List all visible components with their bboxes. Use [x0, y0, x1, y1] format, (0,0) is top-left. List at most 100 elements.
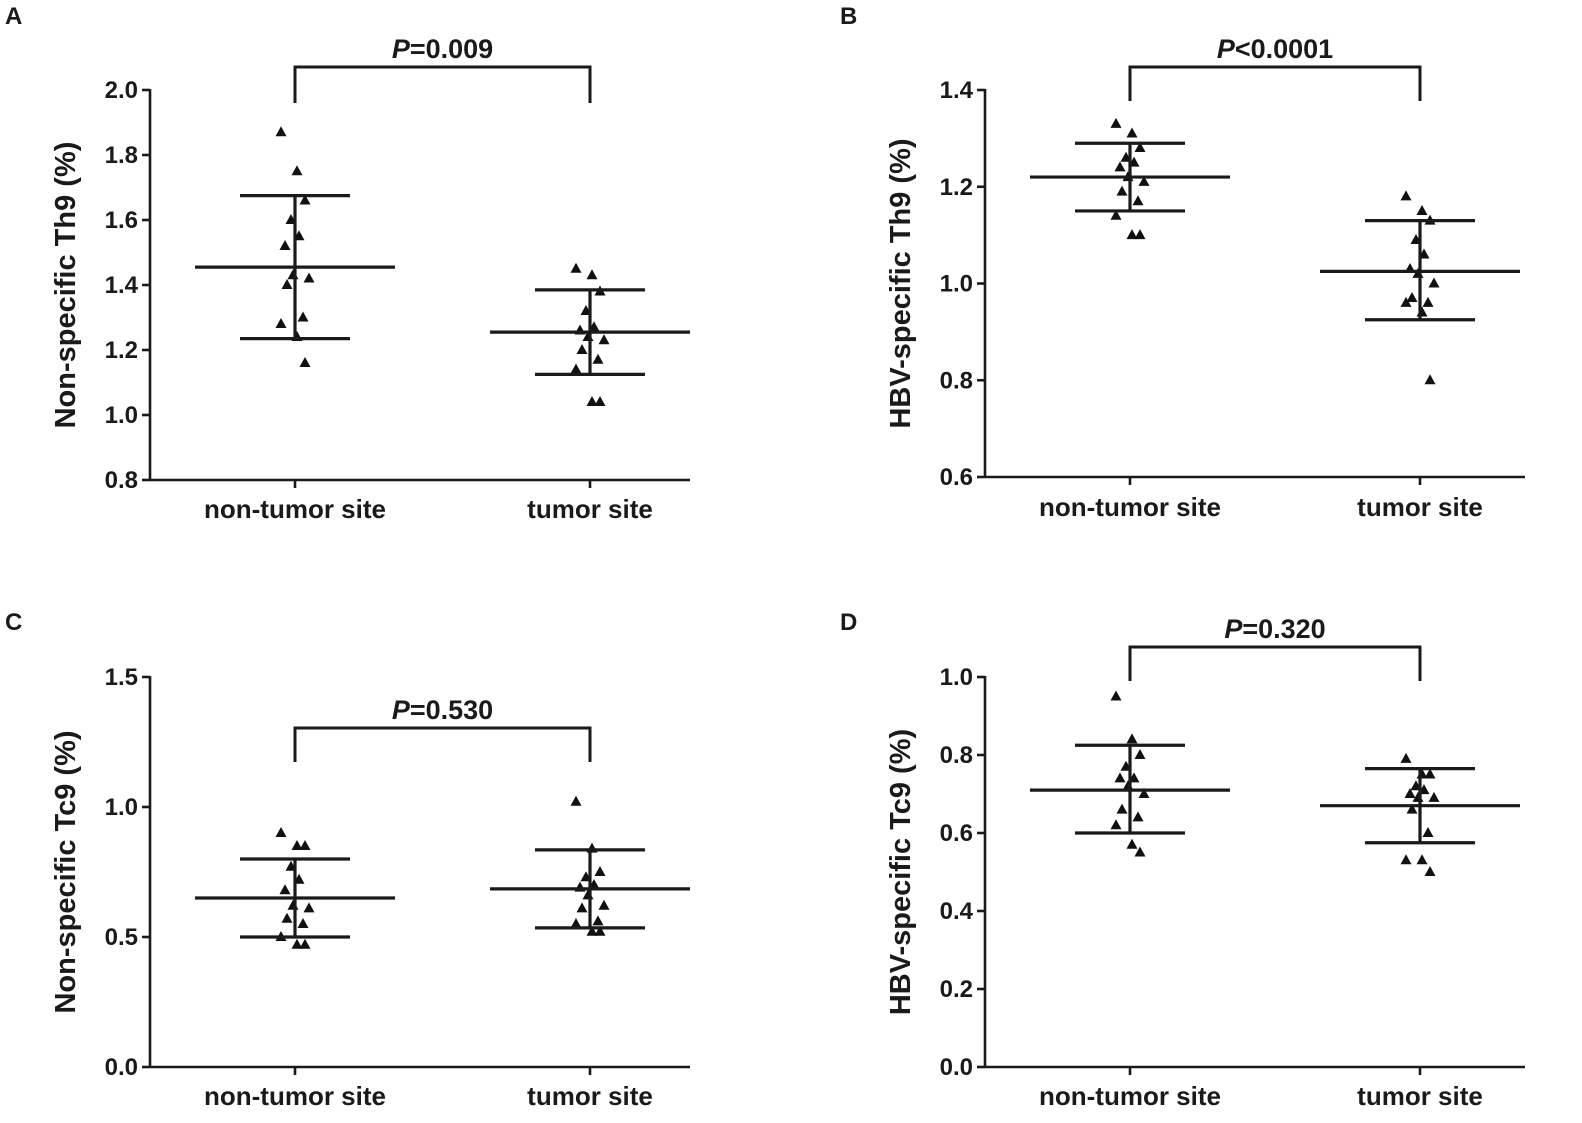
panel-a-x-tick-label-tumor: tumor site	[527, 494, 653, 524]
panel-a-y-tick-label: 1.6	[105, 207, 138, 234]
panel-c-letter: C	[5, 609, 22, 636]
panel-a-non-tumor-point	[303, 272, 315, 283]
panel-c-y-axis-title: Non-specific Tc9 (%)	[50, 730, 82, 1013]
panel-d-non-tumor-point	[1126, 733, 1138, 744]
panel-b-non-tumor-point	[1134, 142, 1146, 153]
panel-b-tumor-point	[1428, 277, 1440, 288]
panel-b-significance-bracket	[1128, 65, 1422, 101]
panel-b-non-tumor-point	[1126, 229, 1138, 240]
panel-d-y-tick-label: 0.0	[940, 1054, 973, 1081]
panel-a-y-tick-label: 1.4	[105, 272, 139, 299]
panel-d: D 0.0 0.2 0.4 0.6 0.8 1.0 non-tumor site tumor …	[840, 609, 1525, 1111]
panel-d-non-tumor-point	[1134, 846, 1146, 857]
panel-b-plot: 0.6 0.8 1.0 1.2 1.4 non-tumor site tumor site H…	[885, 34, 1525, 522]
panel-d-p-value: P=0.320	[1224, 614, 1325, 644]
panel-b-non-tumor-point	[1134, 229, 1146, 240]
panel-b-p-value: P<0.0001	[1217, 34, 1333, 64]
panel-c-y-tick-label: 1.5	[105, 664, 138, 691]
panel-d-y-tick-label: 0.6	[940, 820, 973, 847]
panel-c-p-symbol: P	[392, 695, 411, 725]
panel-c-tumor-point	[570, 918, 582, 928]
panel-a-tumor-point	[586, 269, 598, 280]
panel-d-p-text: =0.320	[1242, 614, 1325, 644]
panel-d-non-tumor-point	[1114, 772, 1126, 783]
panel-a-plot: 0.8 1.0 1.2 1.4 1.6 1.8 2.0 non-tumor site tumor…	[50, 34, 690, 524]
panel-c-p-value: P=0.530	[392, 695, 493, 725]
panel-c-non-tumor-point	[291, 938, 303, 949]
panel-c-non-tumor-point	[279, 884, 291, 895]
panel-c: C 0.0 0.5 1.0 1.5 non-tumor site tumor site No…	[5, 609, 690, 1111]
panel-b-non-tumor-point	[1138, 175, 1150, 186]
panel-a-non-tumor-point	[281, 279, 293, 289]
panel-a-non-tumor-point	[291, 165, 303, 176]
panel-c-non-tumor-point	[303, 902, 315, 913]
panel-b-non-tumor-point	[1116, 185, 1128, 196]
panel-a-y-tick-label: 1.2	[105, 337, 138, 364]
panel-b-letter: B	[840, 3, 857, 30]
panel-a-y-tick-label: 1.8	[105, 142, 138, 169]
panel-d-plot: 0.0 0.2 0.4 0.6 0.8 1.0 non-tumor site tumor si…	[885, 614, 1525, 1111]
panel-a-non-tumor-point	[299, 357, 311, 367]
panel-d-tumor-point	[1400, 752, 1412, 763]
panel-a-p-text: =0.009	[410, 34, 493, 64]
panel-d-non-tumor-point	[1138, 788, 1150, 798]
panel-a-tumor-point	[598, 334, 610, 345]
panel-b-x-tick-label-non-tumor: non-tumor site	[1039, 492, 1221, 522]
panel-b-y-tick-label: 1.4	[940, 77, 974, 104]
panel-d-non-tumor-point	[1132, 811, 1144, 822]
panel-a-non-tumor-point	[275, 126, 287, 137]
panel-a-significance-bracket	[293, 65, 592, 103]
panel-b-tumor-point	[1406, 292, 1418, 303]
panel-d-non-tumor-point	[1116, 803, 1128, 814]
panel-b-y-axis-title: HBV-specific Th9 (%)	[885, 138, 917, 428]
panel-c-y-tick-label: 0.0	[105, 1054, 138, 1081]
panel-b-tumor-point	[1416, 306, 1428, 317]
panel-b-tumor-point	[1422, 296, 1434, 307]
panel-c-non-tumor-point	[291, 840, 303, 850]
panel-d-non-tumor-point	[1126, 838, 1138, 849]
panel-c-tumor-point	[576, 902, 588, 913]
panel-d-tumor-point	[1406, 803, 1418, 814]
panel-c-non-tumor-point	[297, 918, 309, 928]
panel-a-p-value: P=0.009	[392, 34, 493, 64]
panel-d-y-tick-label: 0.8	[940, 742, 973, 769]
panel-b-y-tick-label: 1.2	[940, 174, 973, 201]
panel-d-non-tumor-point	[1134, 749, 1146, 759]
panel-b-tumor-point	[1424, 374, 1436, 385]
panel-b-non-tumor-point	[1110, 117, 1122, 128]
panel-b-non-tumor-point	[1114, 161, 1126, 172]
panel-c-non-tumor-point	[281, 912, 293, 923]
panel-c-non-tumor-point	[287, 899, 299, 910]
panel-d-significance-bracket	[1128, 645, 1422, 681]
panel-a-p-symbol: P	[392, 34, 411, 64]
panel-b-non-tumor-point	[1132, 195, 1144, 206]
panel-a-y-tick-label: 0.8	[105, 467, 138, 494]
panel-a-tumor-point	[570, 262, 582, 273]
panel-a-letter: A	[5, 3, 22, 30]
panel-c-non-tumor-point	[299, 938, 311, 949]
panel-a-non-tumor-point	[287, 269, 299, 280]
panel-b-tumor-point	[1416, 204, 1428, 215]
panel-b-x-tick-label-tumor: tumor site	[1357, 492, 1483, 522]
panel-a-tumor-point	[586, 396, 598, 406]
panel-a-non-tumor-point	[275, 318, 287, 328]
panel-c-x-tick-label-non-tumor: non-tumor site	[204, 1081, 386, 1111]
panel-a-tumor-point	[594, 396, 606, 406]
panel-c-non-tumor-point	[299, 840, 311, 850]
panel-a-tumor-point	[570, 363, 582, 374]
panel-c-tumor-point	[586, 925, 598, 936]
panel-c-p-text: =0.530	[410, 695, 493, 725]
panel-d-y-tick-label: 0.4	[940, 898, 974, 925]
panel-d-x-tick-label-non-tumor: non-tumor site	[1039, 1081, 1221, 1111]
panel-b-non-tumor-point	[1126, 127, 1138, 138]
panel-c-tumor-point	[592, 915, 604, 926]
panel-c-significance-bracket	[293, 726, 592, 762]
panel-a-y-axis-title: Non-specific Th9 (%)	[50, 142, 82, 429]
panel-c-tumor-point	[570, 795, 582, 806]
panel-a-y-tick-label: 2.0	[105, 77, 138, 104]
panel-a-tumor-point	[592, 353, 604, 364]
panel-d-non-tumor-point	[1110, 819, 1122, 830]
panel-c-non-tumor-point	[275, 827, 287, 837]
panel-c-x-tick-label-tumor: tumor site	[527, 1081, 653, 1111]
